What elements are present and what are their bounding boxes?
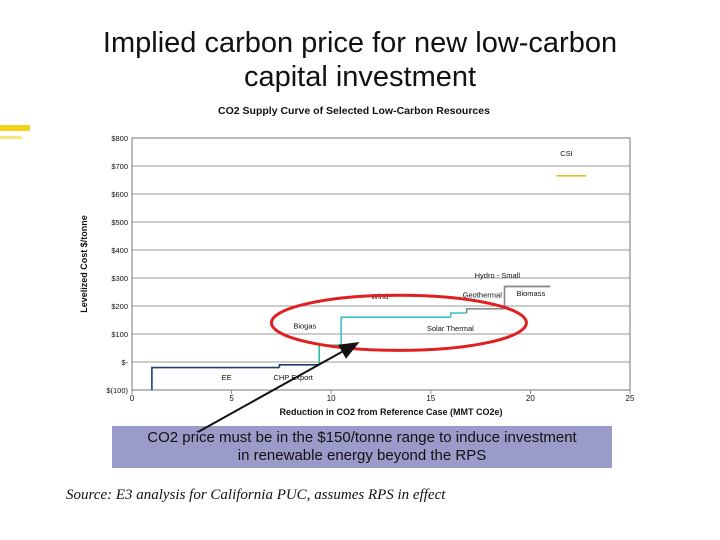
series-annotation: Biomass xyxy=(516,289,545,298)
x-tick-label: 15 xyxy=(426,394,435,403)
y-tick-label: $600 xyxy=(111,190,128,199)
series-annotation: Solar Thermal xyxy=(427,324,474,333)
y-tick-label: $- xyxy=(121,358,128,367)
y-tick-labels: $(100) $- $100 $200 $300 $400 $500 $600 $700 $800 xyxy=(106,134,128,395)
chart-grid xyxy=(131,137,631,394)
series-line-solar-thermal xyxy=(449,312,467,318)
y-tick-label: $100 xyxy=(111,330,128,339)
series-annotation: Hydro - Small xyxy=(475,271,521,280)
series-line-ee xyxy=(151,366,280,390)
x-tick-label: 20 xyxy=(526,394,535,403)
callout-line-1: CO2 price must be in the $150/tonne rang… xyxy=(147,429,577,446)
series-annotation: Biogas xyxy=(293,321,316,330)
y-tick-label: $300 xyxy=(111,274,128,283)
series-line-geothermal xyxy=(465,308,505,313)
x-tick-label: 10 xyxy=(327,394,336,403)
chart-title: CO2 Supply Curve of Selected Low-Carbon … xyxy=(218,105,490,117)
series-lines xyxy=(151,175,587,390)
y-axis-label: Levelized Cost $/tonne xyxy=(79,215,89,313)
y-tick-label: $200 xyxy=(111,302,128,311)
series-annotation: Geothermal xyxy=(463,291,503,300)
y-tick-label: $500 xyxy=(111,218,128,227)
series-annotation: CHP Export xyxy=(273,373,313,382)
supply-curve-chart: CO2 Supply Curve of Selected Low-Carbon … xyxy=(79,105,635,417)
y-tick-label: $400 xyxy=(111,246,128,255)
y-tick-label: $700 xyxy=(111,162,128,171)
title-line-1: Implied carbon price for new low-carbon xyxy=(102,27,618,59)
plot-frame xyxy=(131,137,631,391)
source-note: Source: E3 analysis for California PUC, … xyxy=(66,487,446,503)
series-line-wind xyxy=(340,316,451,346)
highlight-ellipse xyxy=(269,293,528,352)
x-axis-label: Reduction in CO2 from Reference Case (MM… xyxy=(279,407,502,417)
series-annotation: CSI xyxy=(560,149,573,158)
callout-box: CO2 price must be in the $150/tonne rang… xyxy=(112,426,612,468)
x-tick-labels: 0 5 10 15 20 25 xyxy=(130,394,635,403)
x-tick-label: 0 xyxy=(130,394,135,403)
slide-title: Implied carbon price for new low-carbon … xyxy=(40,26,680,94)
callout-line-2: in renewable energy beyond the RPS xyxy=(237,447,487,464)
x-tick-label: 25 xyxy=(626,394,635,403)
accent-bar-secondary xyxy=(0,136,22,139)
series-line-chp-export xyxy=(278,363,320,368)
y-tick-label: $(100) xyxy=(106,386,128,395)
accent-bar xyxy=(0,125,30,131)
title-line-2: capital investment xyxy=(243,61,477,93)
y-tick-label: $800 xyxy=(111,134,128,143)
x-tick-label: 5 xyxy=(229,394,234,403)
series-annotation: EE xyxy=(222,373,232,382)
